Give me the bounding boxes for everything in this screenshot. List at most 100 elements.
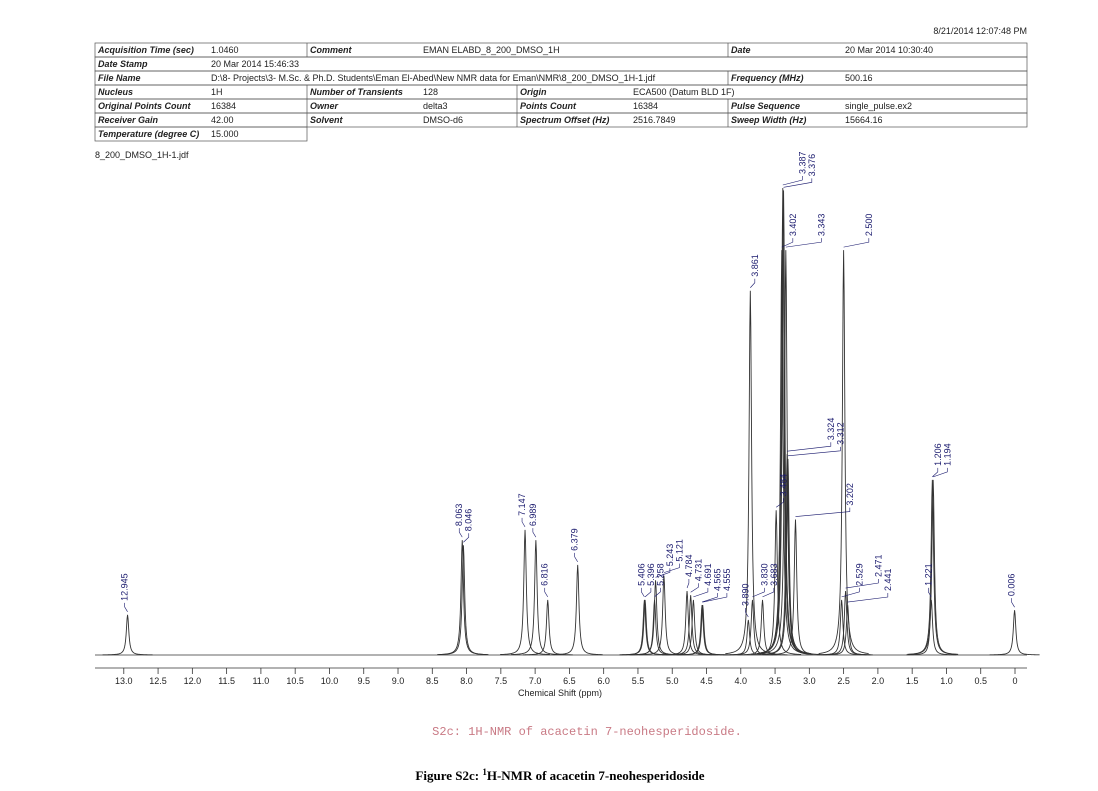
peak-label: 5.121 [674, 539, 684, 562]
x-tick-label: 8.0 [460, 676, 473, 686]
peak-label-leader [693, 587, 709, 598]
peak-label-leader [532, 528, 537, 538]
peak [760, 250, 811, 654]
field-label: Original Points Count [98, 101, 191, 111]
peak-label: 1.206 [933, 443, 943, 466]
peak-label-leader [932, 467, 939, 478]
peak [906, 599, 957, 656]
peak-label-leader [775, 498, 784, 508]
field-label: Comment [310, 45, 353, 55]
peak-label-leader [641, 587, 645, 598]
peak-label-leader [458, 528, 463, 538]
peak-label-leader [933, 467, 948, 478]
peak-label: 5.396 [646, 563, 656, 586]
caption-prefix: Figure S2c: [415, 768, 482, 783]
field-value: 42.00 [211, 115, 234, 125]
x-tick-label: 9.0 [392, 676, 405, 686]
x-tick-label: 10.5 [286, 676, 304, 686]
peak-label: 3.683 [769, 563, 779, 586]
peak-label-leader [686, 579, 690, 589]
peak-label: 3.324 [826, 418, 836, 441]
x-axis-label: Chemical Shift (ppm) [518, 688, 602, 698]
metadata-table: Acquisition Time (sec) 1.0460 Comment EMAN … [94, 42, 1028, 142]
peak-label-leader [781, 238, 794, 248]
peak-label: 4.555 [722, 568, 732, 591]
field-value: single_pulse.ex2 [845, 101, 912, 111]
peak-label: 5.258 [655, 563, 665, 586]
peak-label-leader [544, 587, 548, 598]
peak-label-leader [654, 587, 661, 598]
spectrum: 13.0 12.5 12.0 11.5 11.0 10.5 10.0 9.5 9.0 8.5 8.0… [95, 151, 1040, 686]
field-label: Temperature (degree C) [98, 129, 199, 139]
x-tick-label: 5.5 [632, 676, 645, 686]
peak-label: 2.441 [883, 568, 893, 591]
peak-label: 3.202 [845, 483, 855, 506]
x-tick-label: 8.5 [426, 676, 439, 686]
field-value: 15664.16 [845, 115, 883, 125]
field-label: Number of Transients [310, 87, 403, 97]
field-value: 20 Mar 2014 15:46:33 [211, 59, 299, 69]
peak [751, 510, 802, 655]
peak-label-leader [762, 587, 775, 598]
field-value: 128 [423, 87, 438, 97]
peak-label-leader [782, 176, 803, 186]
peak-label: 3.387 [797, 151, 807, 174]
peak [677, 604, 728, 656]
field-label: Points Count [520, 101, 577, 111]
peak-label: 2.529 [854, 563, 864, 586]
table-row [94, 112, 1028, 128]
mono-caption: S2c: 1H-NMR of acacetin 7-neohesperidosi… [432, 725, 742, 739]
peak [522, 599, 573, 656]
field-value: 1H [211, 87, 223, 97]
peak [822, 604, 873, 656]
peak-label-leader [927, 587, 932, 598]
x-tick-label: 0.5 [974, 676, 987, 686]
peak-label: 2.500 [864, 214, 874, 237]
x-tick-label: 4.5 [700, 676, 713, 686]
peak-label-leader [701, 593, 718, 603]
x-tick-label: 6.0 [597, 676, 610, 686]
x-tick-label: 12.5 [149, 676, 167, 686]
peak [620, 599, 671, 656]
peak-label-leader [787, 442, 832, 452]
peak-label: 4.691 [703, 563, 713, 586]
field-value: 16384 [633, 101, 658, 111]
x-tick-label: 11.5 [218, 676, 235, 686]
peak-label-leader [463, 533, 470, 543]
peak [500, 529, 551, 655]
peak-label: 2.471 [873, 554, 883, 577]
peak-label: 4.731 [693, 559, 703, 582]
field-label: Spectrum Offset (Hz) [520, 115, 609, 125]
field-value: EMAN ELABD_8_200_DMSO_1H [423, 45, 560, 55]
peak [102, 614, 153, 656]
peak-label-leader [1011, 598, 1015, 608]
field-label: File Name [98, 73, 141, 83]
table-row [94, 84, 1028, 100]
field-value: 2516.7849 [633, 115, 676, 125]
peak-label-leader [785, 238, 822, 248]
table-row [94, 126, 308, 142]
caption-text: H-NMR of acacetin 7-neohesperidoside [487, 768, 705, 783]
peak [820, 590, 871, 656]
peak [510, 540, 561, 656]
x-tick-label: 10.0 [321, 676, 339, 686]
field-label: Pulse Sequence [731, 101, 800, 111]
x-tick-label: 1.5 [906, 676, 919, 686]
peak [727, 599, 778, 656]
x-tick-label: 6.5 [563, 676, 576, 686]
peak-label: 4.565 [712, 568, 722, 591]
peak-label: 5.406 [636, 563, 646, 586]
field-value: 500.16 [845, 73, 873, 83]
peak-label-leader [124, 602, 128, 612]
peak-label-leader [795, 507, 851, 517]
peak-label-leader [750, 278, 756, 288]
file-label: 8_200_DMSO_1H-1.jdf [95, 150, 189, 160]
peak-label-leader [521, 517, 526, 527]
field-value: DMSO-d6 [423, 115, 463, 125]
x-tick-label: 3.0 [803, 676, 816, 686]
peak-label-leader [752, 587, 765, 598]
peak [818, 250, 869, 654]
peak-label: 3.830 [759, 563, 769, 586]
caption-superscript: 1 [482, 767, 487, 777]
